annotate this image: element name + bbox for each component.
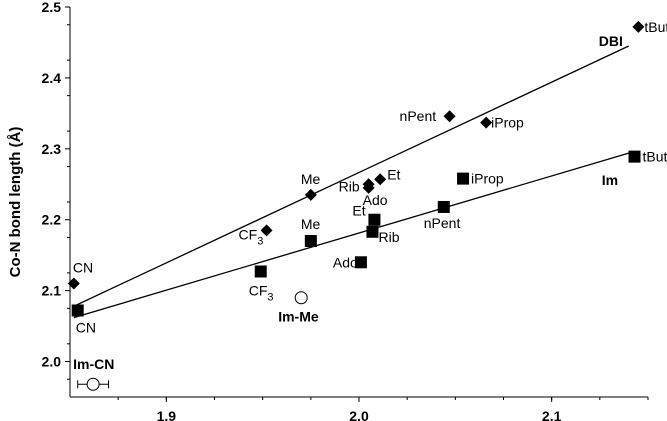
y-tick-label: 2.0 — [42, 354, 62, 370]
y-tick-label: 2.4 — [42, 70, 62, 86]
x-tick-label: 2.1 — [542, 408, 562, 421]
point-diamond — [67, 277, 80, 290]
point-square — [366, 225, 379, 238]
point-square — [254, 265, 267, 278]
y-tick-label: 2.5 — [42, 0, 62, 15]
point-label: Me — [301, 216, 321, 232]
point-label: iProp — [471, 171, 504, 187]
fit-line-dbi — [73, 45, 630, 307]
point-label: Ado — [363, 192, 388, 208]
point-label: nPent — [424, 215, 461, 231]
point-square — [437, 200, 450, 213]
point-open-circle — [86, 377, 100, 391]
point-square — [628, 150, 641, 163]
point-square — [368, 213, 381, 226]
point-label: CF3 — [249, 282, 274, 303]
point-label: nPent — [400, 108, 437, 124]
x-tick-label: 2.0 — [349, 408, 369, 421]
point-label: iProp — [491, 115, 524, 131]
point-label: Me — [301, 171, 321, 187]
y-axis-title: Co-N bond length (Å) — [7, 127, 24, 278]
point-label: Im-CN — [73, 356, 114, 372]
point-label: Rib — [339, 178, 360, 194]
point-open-circle — [294, 291, 308, 305]
point-square — [354, 256, 367, 269]
point-diamond — [304, 188, 317, 201]
point-label: CN — [76, 319, 96, 335]
point-square — [71, 304, 84, 317]
series-label-im: Im — [602, 172, 618, 188]
point-label: Et — [387, 166, 400, 182]
series-label-dbi: DBI — [599, 33, 623, 49]
point-diamond — [443, 110, 456, 123]
point-diamond — [480, 116, 493, 129]
y-tick-label: 2.1 — [42, 283, 62, 299]
point-label: Im-Me — [278, 309, 319, 325]
point-square — [457, 172, 470, 185]
point-label: CN — [73, 260, 93, 276]
point-diamond — [374, 173, 387, 186]
point-label: tBut — [643, 149, 667, 165]
y-tick-label: 2.3 — [42, 141, 62, 157]
point-square — [304, 235, 317, 247]
y-tick-label: 2.2 — [42, 212, 62, 228]
point-diamond — [260, 224, 273, 237]
point-label: tBut — [644, 19, 667, 35]
point-label: Ado — [333, 254, 358, 270]
point-label: Et — [352, 203, 365, 219]
point-label: Rib — [378, 229, 399, 245]
x-tick-label: 1.9 — [157, 408, 177, 421]
point-diamond — [362, 181, 375, 194]
fit-line-im — [73, 152, 629, 319]
point-label: CF3 — [239, 226, 264, 247]
point-diamond — [632, 20, 645, 33]
